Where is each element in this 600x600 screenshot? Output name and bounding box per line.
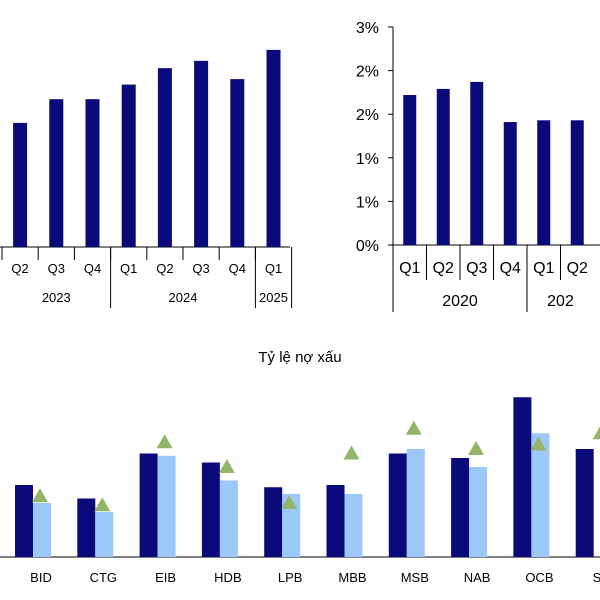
chart-1-tick-label: Q2 — [156, 261, 173, 276]
chart-1-quarterly: Q2 Q3 Q4 Q1 Q2 Q3 Q4 Q1 2023 2024 2025 — [0, 49, 293, 308]
chart-2-ytick-label: 0% — [356, 238, 379, 255]
chart-1-bar — [157, 68, 172, 248]
chart-3-bar-series-1 — [264, 487, 283, 557]
chart-2-bar — [403, 95, 417, 246]
chart-2-tick-label: Q4 — [500, 260, 521, 277]
chart-2-group-label: 2020 — [442, 293, 478, 310]
chart-3-category-label: MSB — [401, 570, 429, 585]
chart-3-category-label: NAB — [464, 570, 491, 585]
chart-2-tick-label: Q2 — [567, 260, 588, 277]
chart-3-bar-series-1 — [77, 498, 96, 557]
chart-1-bar — [85, 99, 100, 247]
chart-2-ytick-label: 2% — [356, 107, 379, 124]
chart-1-tick-label: Q1 — [265, 261, 282, 276]
chart-1-bar — [13, 122, 28, 247]
chart-2-tick-label: Q1 — [399, 260, 420, 277]
chart-3-bar-series-2 — [531, 433, 550, 557]
chart-1-tick-label: Q4 — [84, 261, 101, 276]
chart-3-triangle-marker — [343, 445, 360, 460]
chart-2-percent: 0% 1% 1% 2% 2% 3% Q1 Q2 Q3 Q4 Q1 Q2 2020 202 — [356, 20, 600, 312]
chart-3-triangle-marker — [32, 488, 48, 503]
chart-2-tick-label: Q1 — [533, 260, 554, 277]
chart-3-bar-series-1 — [513, 397, 532, 557]
chart-2-ytick-label: 3% — [356, 20, 379, 37]
chart-2-ytick-label: 2% — [356, 64, 379, 81]
chart-1-tick-label: Q4 — [229, 261, 246, 276]
chart-1-bar — [230, 79, 245, 247]
chart-3-title: Tỷ lệ nợ xấu — [258, 349, 341, 366]
chart-3-bar-series-2 — [219, 480, 238, 557]
chart-3-category-label: LPB — [278, 570, 303, 585]
chart-3-bar-series-1 — [201, 462, 220, 557]
chart-1-tick-label: Q2 — [11, 261, 28, 276]
chart-1-group-label: 2024 — [169, 290, 198, 305]
chart-3-triangle-marker — [218, 459, 235, 473]
chart-3-triangle-marker — [281, 495, 298, 509]
chart-2-bar — [503, 122, 517, 245]
chart-2-tick-label: Q3 — [466, 260, 487, 277]
chart-2-ytick-label: 1% — [356, 151, 379, 168]
chart-3-bar-series-2 — [282, 494, 301, 557]
chart-1-tick-label: Q3 — [192, 261, 209, 276]
chart-3-bar-series-1 — [451, 458, 470, 557]
chart-3-bar-series-2 — [157, 455, 176, 557]
chart-3-bar-series-2 — [33, 503, 51, 557]
chart-3-triangle-marker — [156, 434, 173, 449]
chart-3-category-label: OCB — [525, 570, 553, 585]
chart-3-bar-series-1 — [575, 449, 594, 557]
chart-3-bar-series-1 — [388, 453, 407, 557]
chart-3-triangle-marker — [405, 420, 422, 435]
chart-2-group-label: 202 — [547, 293, 574, 310]
chart-2-bar — [470, 81, 484, 245]
chart-2-ytick-label: 1% — [356, 194, 379, 211]
chart-3-category-label: CTG — [90, 570, 117, 585]
chart-1-group-label: 2025 — [259, 290, 288, 305]
chart-2-bar — [537, 120, 551, 245]
chart-1-group-label: 2023 — [42, 290, 71, 305]
chart-3-bar-series-2 — [344, 494, 363, 557]
chart-3-category-label: MBB — [338, 570, 366, 585]
chart-3-category-label: SH — [593, 570, 600, 585]
chart-3-bar-series-1 — [15, 485, 33, 557]
chart-3-bar-series-2 — [406, 449, 425, 557]
chart-1-tick-label: Q3 — [48, 261, 65, 276]
chart-3-triangle-marker — [530, 436, 547, 451]
chart-3-bar-series-1 — [326, 485, 345, 557]
chart-3-triangle-marker — [468, 441, 485, 455]
chart-1-bar — [194, 60, 209, 247]
chart-3-category-label: HDB — [214, 570, 241, 585]
chart-3-bar-series-1 — [139, 453, 158, 557]
chart-1-bar — [266, 49, 281, 248]
chart-2-tick-label: Q2 — [433, 260, 454, 277]
chart-1-bar — [49, 99, 64, 247]
chart-3-bar-series-2 — [95, 512, 114, 557]
chart-1-bar — [121, 84, 136, 247]
chart-2-bar — [570, 120, 584, 245]
chart-3-triangle-marker — [94, 497, 111, 512]
chart-3-category-label: EIB — [155, 570, 176, 585]
chart-3-triangle-marker — [592, 426, 600, 440]
chart-1-tick-label: Q1 — [120, 261, 137, 276]
chart-3-bar-series-2 — [469, 467, 488, 557]
chart-3-category-label: BID — [30, 570, 52, 585]
chart-2-bar — [436, 88, 450, 245]
chart-3-npl-ratio: Tỷ lệ nợ xấu BID CTG EIB HDB LPB MBB MSB NAB OCB… — [0, 349, 600, 585]
